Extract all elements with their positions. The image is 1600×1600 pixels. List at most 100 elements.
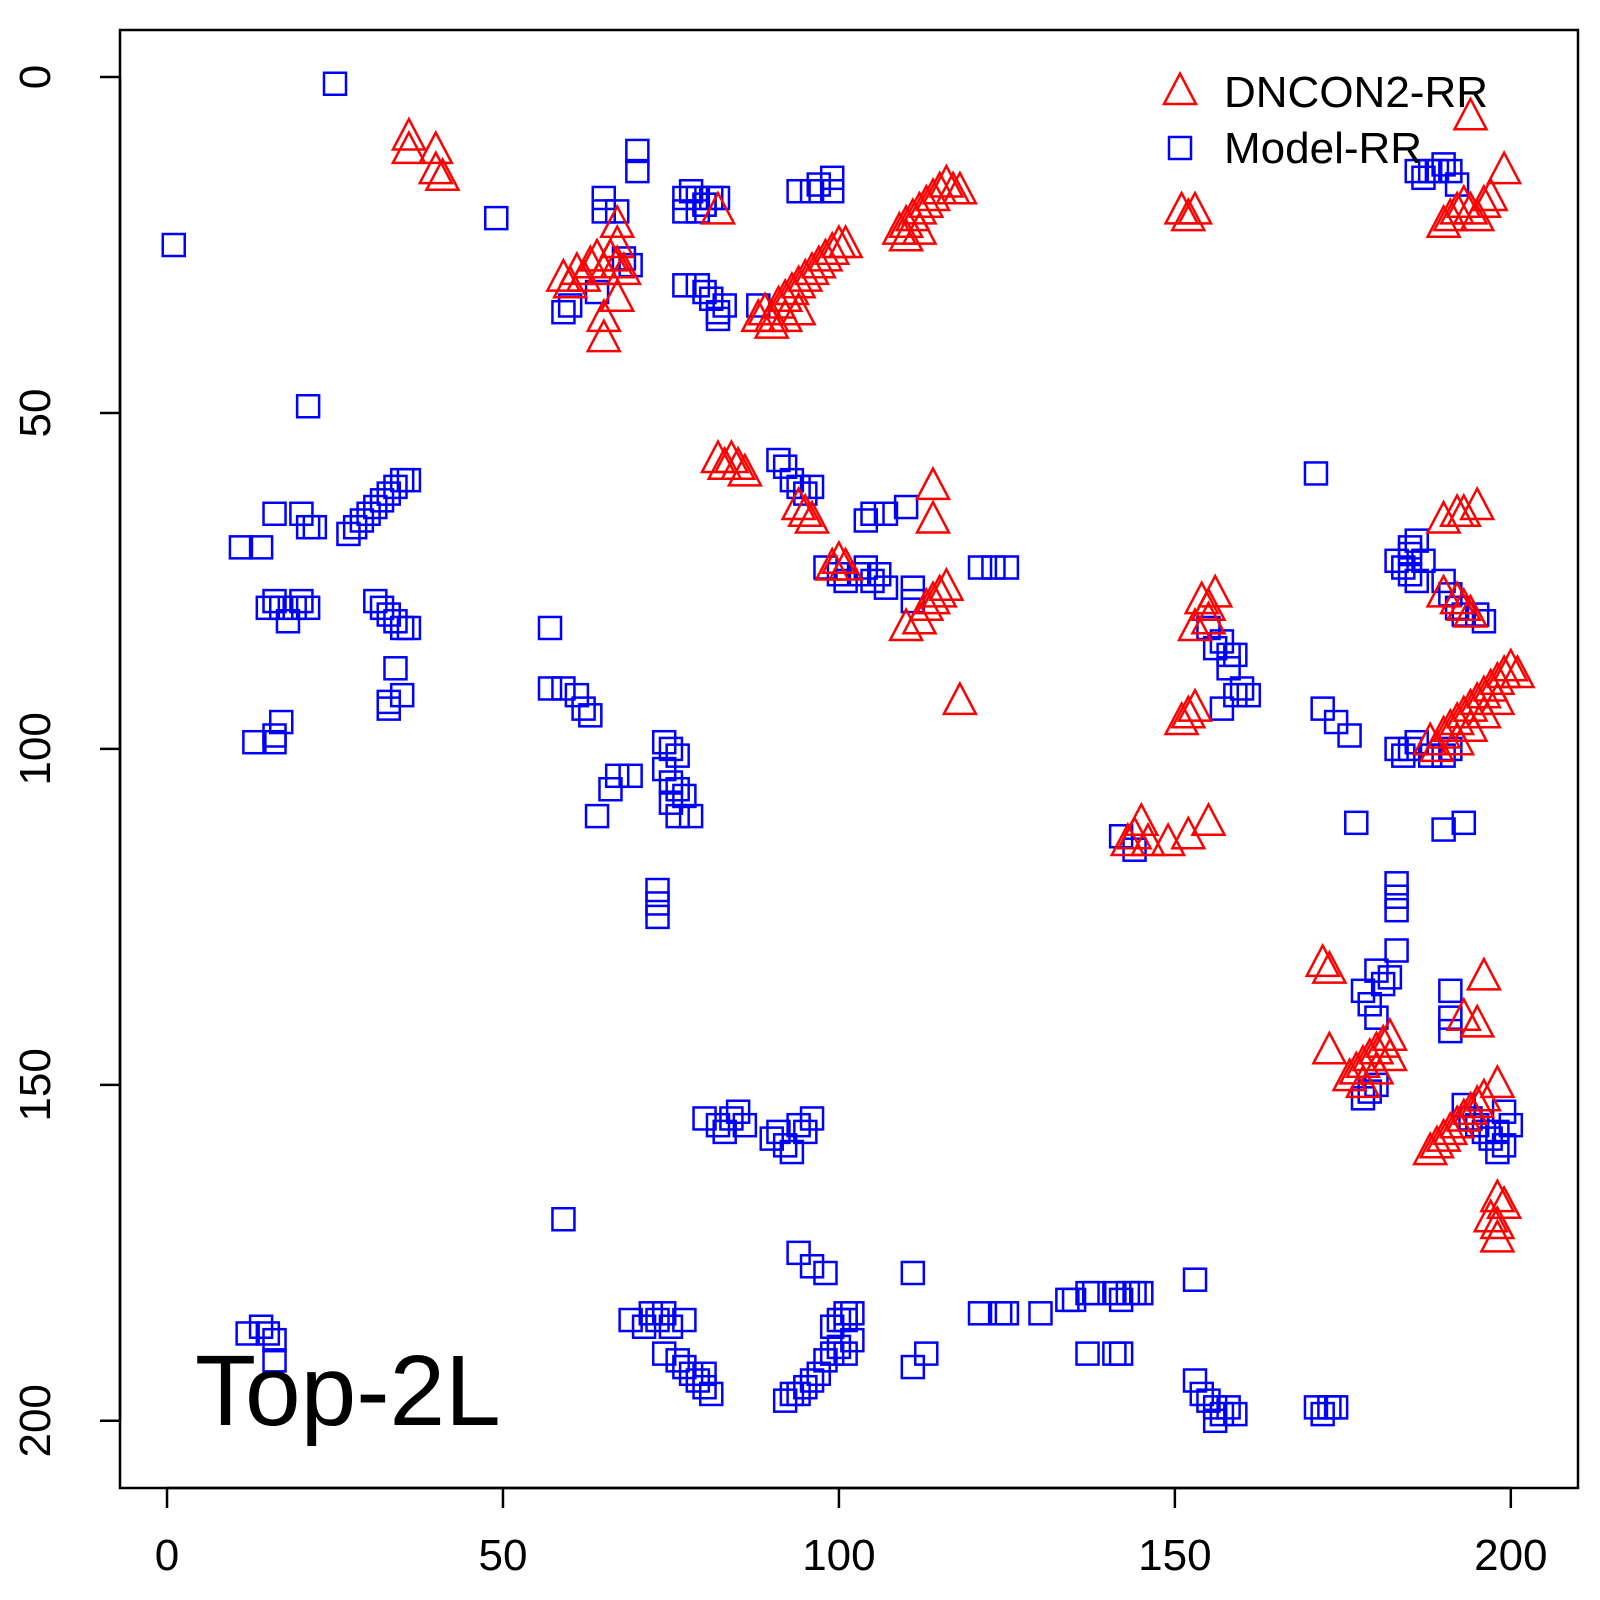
data-point-square <box>1182 1368 1208 1393</box>
series-model-rr <box>161 71 1524 1434</box>
data-point-square <box>786 474 811 500</box>
data-point-square <box>1310 696 1335 721</box>
data-point-square <box>376 481 402 506</box>
data-point-square <box>786 1240 811 1266</box>
data-point-square <box>1478 1126 1503 1151</box>
data-point-square <box>564 682 590 708</box>
data-point-square <box>793 481 818 506</box>
data-point-square <box>914 1341 939 1366</box>
data-point-square <box>692 1361 717 1387</box>
data-point-triangle <box>713 438 750 474</box>
data-point-square <box>295 595 321 621</box>
data-point-square <box>1075 1341 1100 1366</box>
data-point-square <box>873 575 899 600</box>
data-point-triangle <box>1445 586 1482 622</box>
data-point-square <box>1491 1099 1517 1124</box>
data-point-square <box>1471 609 1497 634</box>
data-point-square <box>1229 676 1255 701</box>
data-point-square <box>584 279 610 305</box>
data-point-triangle <box>599 223 636 259</box>
data-point-square <box>1323 1395 1349 1420</box>
data-point-triangle <box>1439 580 1476 615</box>
data-point-square <box>282 595 307 621</box>
data-point-square <box>1491 1133 1517 1158</box>
data-point-square <box>705 1112 731 1138</box>
data-point-square <box>819 1314 845 1339</box>
data-point-square <box>1485 1119 1510 1145</box>
data-point-triangle <box>599 244 636 279</box>
data-point-square <box>799 1106 825 1131</box>
data-point-square <box>1216 656 1241 681</box>
data-point-square <box>645 1307 670 1333</box>
data-point-square <box>766 1119 791 1145</box>
data-point-square <box>826 1307 852 1333</box>
data-point-square <box>826 1334 852 1360</box>
data-point-square <box>1303 461 1329 486</box>
data-point-square <box>994 1301 1020 1326</box>
data-point-square <box>712 293 737 318</box>
data-point-square <box>1391 555 1416 580</box>
data-point-square <box>705 185 731 211</box>
data-point-square <box>1438 158 1463 184</box>
data-point-square <box>1209 696 1235 721</box>
data-point-square <box>1182 1267 1208 1292</box>
data-point-square <box>799 474 825 500</box>
data-point-square <box>678 803 704 829</box>
data-point-square <box>363 588 388 614</box>
data-point-triangle <box>1109 821 1146 857</box>
data-point-square <box>900 575 926 600</box>
data-point-triangle <box>585 318 622 353</box>
data-point-square <box>262 729 287 755</box>
data-point-square <box>625 138 650 164</box>
data-point-triangle <box>1445 996 1482 1031</box>
data-point-square <box>262 588 287 614</box>
data-point-triangle <box>1425 1117 1462 1152</box>
data-point-square <box>799 1254 825 1279</box>
data-point-square <box>1202 1395 1228 1420</box>
data-point-square <box>1055 1287 1080 1313</box>
data-point-square <box>833 1341 858 1366</box>
data-point-square <box>389 467 415 493</box>
data-point-triangle <box>881 210 918 245</box>
data-point-triangle <box>1432 1110 1469 1146</box>
data-point-square <box>369 595 395 621</box>
data-point-triangle <box>1183 580 1220 615</box>
data-point-square <box>618 1307 643 1333</box>
data-point-square <box>712 1119 737 1145</box>
data-point-square <box>1364 1005 1389 1030</box>
data-point-triangle <box>1452 1090 1489 1125</box>
data-point-triangle <box>1452 593 1489 628</box>
data-point-triangle <box>1452 96 1489 131</box>
data-point-triangle <box>1129 821 1167 857</box>
data-point-triangle <box>390 129 427 165</box>
data-point-triangle <box>1163 700 1200 736</box>
data-point-square <box>551 1206 576 1232</box>
data-point-square <box>618 763 643 789</box>
data-point-square <box>1357 991 1382 1017</box>
data-point-square <box>1397 535 1423 560</box>
data-point-triangle <box>1459 1003 1496 1038</box>
y-tick-label: 100 <box>11 712 60 785</box>
data-point-square <box>692 1106 717 1131</box>
data-point-square <box>557 293 583 318</box>
data-point-square <box>295 394 321 419</box>
data-point-square <box>725 1099 751 1124</box>
data-point-square <box>833 568 858 594</box>
data-point-square <box>631 1314 657 1339</box>
data-point-square <box>248 535 274 560</box>
data-point-square <box>692 1374 717 1400</box>
x-tick-label: 200 <box>1474 1531 1547 1580</box>
data-point-square <box>786 179 811 204</box>
legend-label: DNCON2-RR <box>1224 68 1488 117</box>
data-point-triangle <box>901 190 938 225</box>
data-point-triangle <box>1465 694 1502 729</box>
data-point-square <box>813 1348 838 1373</box>
data-point-square <box>1498 1112 1524 1138</box>
data-point-square <box>759 1126 784 1151</box>
data-point-square <box>846 561 872 587</box>
data-point-triangle <box>720 445 757 480</box>
data-point-square <box>638 1301 664 1326</box>
data-point-square <box>719 1106 744 1131</box>
data-point-square <box>651 1301 677 1326</box>
data-point-triangle <box>1486 150 1523 185</box>
